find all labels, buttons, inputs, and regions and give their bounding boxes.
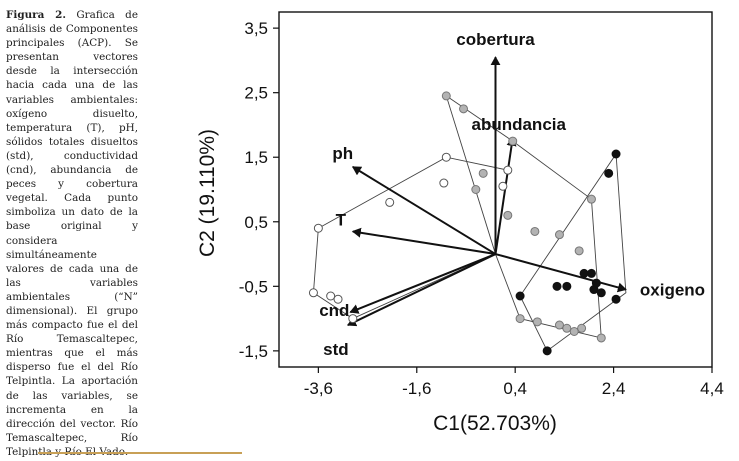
plot-frame — [278, 11, 713, 368]
data-points — [308, 91, 621, 356]
y-tick-label: 1,5 — [244, 148, 268, 167]
point-grey-circle — [562, 323, 572, 333]
point-open-circle — [385, 197, 395, 207]
y-axis-label: C2 (19.110%) — [196, 129, 219, 257]
vector-label-ph: ph — [332, 144, 353, 163]
point-open-circle — [326, 291, 336, 301]
x-tick-label: 2,4 — [602, 379, 626, 398]
point-filled-circle — [542, 346, 552, 356]
x-axis-label: C1(52.703%) — [433, 412, 557, 435]
vector-ph — [351, 166, 497, 255]
caption-label: Figura 2. — [6, 9, 66, 21]
point-open-circle — [439, 178, 449, 188]
point-grey-circle — [577, 323, 587, 333]
caption-rule — [38, 452, 242, 454]
vector-label-std: std — [323, 340, 349, 359]
point-grey-circle — [554, 320, 564, 330]
vector-T — [351, 227, 496, 256]
y-tick-label: -1,5 — [239, 342, 268, 361]
group-hulls — [312, 94, 627, 352]
point-open-circle — [333, 294, 343, 304]
point-filled-circle — [611, 149, 621, 159]
x-axis-ticks: -3,6 -1,6 0,4 2,4 4,4 — [304, 367, 724, 398]
point-grey-circle — [503, 210, 513, 220]
point-filled-circle — [552, 281, 562, 291]
point-filled-circle — [591, 278, 601, 288]
y-tick-label: 0,5 — [244, 213, 268, 232]
x-tick-label: -1,6 — [402, 379, 431, 398]
point-filled-circle — [515, 291, 525, 301]
point-grey-circle — [459, 104, 469, 114]
point-grey-circle — [586, 194, 596, 204]
vector-cnd — [349, 253, 496, 314]
point-grey-circle — [574, 246, 584, 256]
vector-label-cobertura: cobertura — [456, 30, 535, 49]
point-grey-circle — [515, 314, 525, 324]
point-open-circle — [441, 152, 451, 162]
point-open-circle — [503, 165, 513, 175]
point-filled-circle — [611, 294, 621, 304]
x-tick-label: -3,6 — [304, 379, 333, 398]
point-grey-circle — [478, 168, 488, 178]
vector-label-cnd: cnd — [319, 301, 349, 320]
vector-oxigeno — [495, 253, 627, 293]
point-open-circle — [498, 181, 508, 191]
y-tick-label: 3,5 — [244, 19, 268, 38]
point-filled-circle — [604, 168, 614, 178]
point-grey-circle — [441, 91, 451, 101]
caption-text: Grafica de análisis de Componentes princ… — [6, 9, 138, 458]
x-tick-label: 0,4 — [503, 379, 527, 398]
variable-vectors — [346, 56, 627, 327]
point-open-circle — [308, 288, 318, 298]
point-filled-circle — [579, 268, 589, 278]
point-filled-circle — [596, 288, 606, 298]
point-grey-circle — [554, 230, 564, 240]
point-filled-circle — [562, 281, 572, 291]
vector-abundancia — [494, 136, 517, 255]
figure-caption: Figura 2. Grafica de análisis de Compone… — [6, 8, 138, 459]
point-filled-circle — [586, 268, 596, 278]
y-tick-label: -0,5 — [239, 277, 268, 296]
point-grey-circle — [569, 327, 579, 336]
vector-label-abundancia: abundancia — [471, 115, 566, 134]
point-open-circle — [313, 223, 323, 233]
point-grey-circle — [532, 317, 542, 327]
vector-label-oxigeno: oxigeno — [640, 281, 705, 300]
point-grey-circle — [508, 136, 518, 146]
point-open-circle — [348, 314, 358, 324]
y-tick-label: 2,5 — [244, 84, 268, 103]
point-grey-circle — [471, 185, 481, 194]
vector-label-T: T — [336, 210, 347, 229]
point-grey-circle — [596, 333, 606, 343]
vector-std — [346, 253, 496, 327]
point-grey-circle — [530, 226, 540, 236]
x-tick-label: 4,4 — [700, 379, 724, 398]
y-axis-ticks: 3,5 2,5 1,5 0,5 -0,5 -1,5 — [239, 19, 279, 361]
